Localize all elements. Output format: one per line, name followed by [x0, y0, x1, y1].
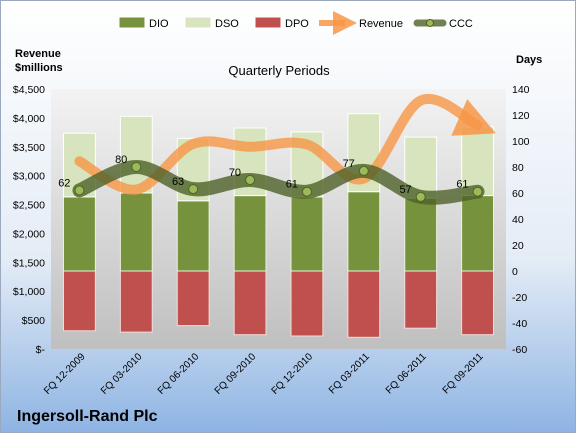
days-tick-label: -20: [512, 292, 527, 304]
dio-bar: [347, 191, 381, 272]
dpo-bar: [290, 270, 324, 337]
ccc-point: [188, 184, 199, 195]
days-tick-label: 0: [512, 266, 518, 278]
days-tick-label: 20: [512, 240, 524, 252]
revenue-tick-label: $-: [36, 344, 46, 356]
days-axis-ticks: -60 -40 -20 0 20 40 60 80 100 120 140: [512, 84, 530, 356]
ccc-point: [301, 186, 312, 197]
days-tick-label: 120: [512, 110, 530, 122]
revenue-tick-label: $3,500: [13, 142, 45, 154]
revenue-tick-label: $3,000: [13, 171, 45, 183]
dio-bar: [176, 200, 210, 272]
dio-bar: [233, 195, 267, 272]
legend-label-ccc: CCC: [449, 18, 473, 30]
legend-label-dpo: DPO: [285, 18, 309, 30]
revenue-tick-label: $1,500: [13, 257, 45, 269]
ccc-data-label: 80: [115, 154, 127, 166]
dpo-bar: [176, 270, 210, 327]
legend-label-revenue: Revenue: [359, 18, 403, 30]
dio-bar: [119, 192, 153, 272]
dio-bar: [404, 197, 438, 272]
left-axis-label-line1: Revenue: [15, 48, 61, 60]
ccc-data-label: 70: [229, 167, 241, 179]
legend-label-dio: DIO: [149, 18, 169, 30]
right-axis-label: Days: [516, 54, 542, 66]
revenue-tick-label: $2,500: [13, 200, 45, 212]
company-name: Ingersoll-Rand Plc: [17, 408, 158, 425]
days-tick-label: 100: [512, 136, 530, 148]
days-tick-label: -60: [512, 344, 527, 356]
legend-label-dso: DSO: [215, 18, 239, 30]
ccc-data-label: 61: [456, 179, 468, 191]
ccc-line: [72, 159, 485, 205]
revenue-axis-ticks: $- $500 $1,000 $1,500 $2,000 $2,500 $3,000 $3,5…: [13, 84, 46, 356]
dpo-bar: [347, 270, 381, 338]
legend-marker-ccc: [426, 19, 434, 27]
ccc-point: [74, 185, 85, 196]
ccc-point: [245, 175, 256, 185]
revenue-tick-label: $500: [22, 315, 46, 327]
days-tick-label: 80: [512, 162, 524, 174]
days-tick-label: 140: [512, 84, 530, 96]
legend-swatch-dio: [118, 16, 146, 29]
dpo-bar: [404, 270, 438, 329]
days-tick-label: -40: [512, 318, 527, 330]
dpo-bar: [233, 270, 267, 336]
dpo-bar: [63, 270, 96, 332]
dio-bar: [63, 196, 96, 272]
legend: DIO DSO DPO Revenue CCC: [118, 11, 473, 35]
dso-bar: [461, 126, 494, 197]
bars: [63, 113, 494, 338]
ccc-point: [415, 191, 426, 202]
ccc-data-label: 63: [172, 176, 184, 188]
chart-title: Quarterly Periods: [228, 63, 330, 78]
revenue-line: [74, 93, 496, 195]
legend-swatch-dpo: [254, 16, 282, 29]
plot-area: [51, 89, 506, 349]
ccc-data-label: 77: [343, 158, 355, 170]
days-tick-label: 40: [512, 214, 524, 226]
ccc-data-label: 62: [58, 177, 70, 189]
days-tick-label: 60: [512, 188, 524, 200]
revenue-tick-label: $1,000: [13, 286, 45, 298]
ccc-data-label: 61: [286, 179, 298, 191]
ccc-point: [358, 165, 369, 176]
dio-bar: [461, 195, 494, 272]
ccc-point: [131, 162, 142, 172]
revenue-tick-label: $4,000: [13, 113, 45, 125]
ccc-point: [472, 186, 483, 197]
left-axis-label-line2: $millions: [15, 62, 63, 74]
dio-bar: [290, 196, 324, 272]
legend-swatch-dso: [184, 16, 212, 29]
lines: 62 80 63 70 61 77 57 61: [58, 93, 496, 205]
revenue-tick-label: $2,000: [13, 228, 45, 240]
ccc-data-label: 57: [399, 184, 411, 196]
dpo-bar: [461, 270, 494, 336]
dpo-bar: [119, 270, 153, 333]
revenue-tick-label: $4,500: [13, 84, 45, 96]
